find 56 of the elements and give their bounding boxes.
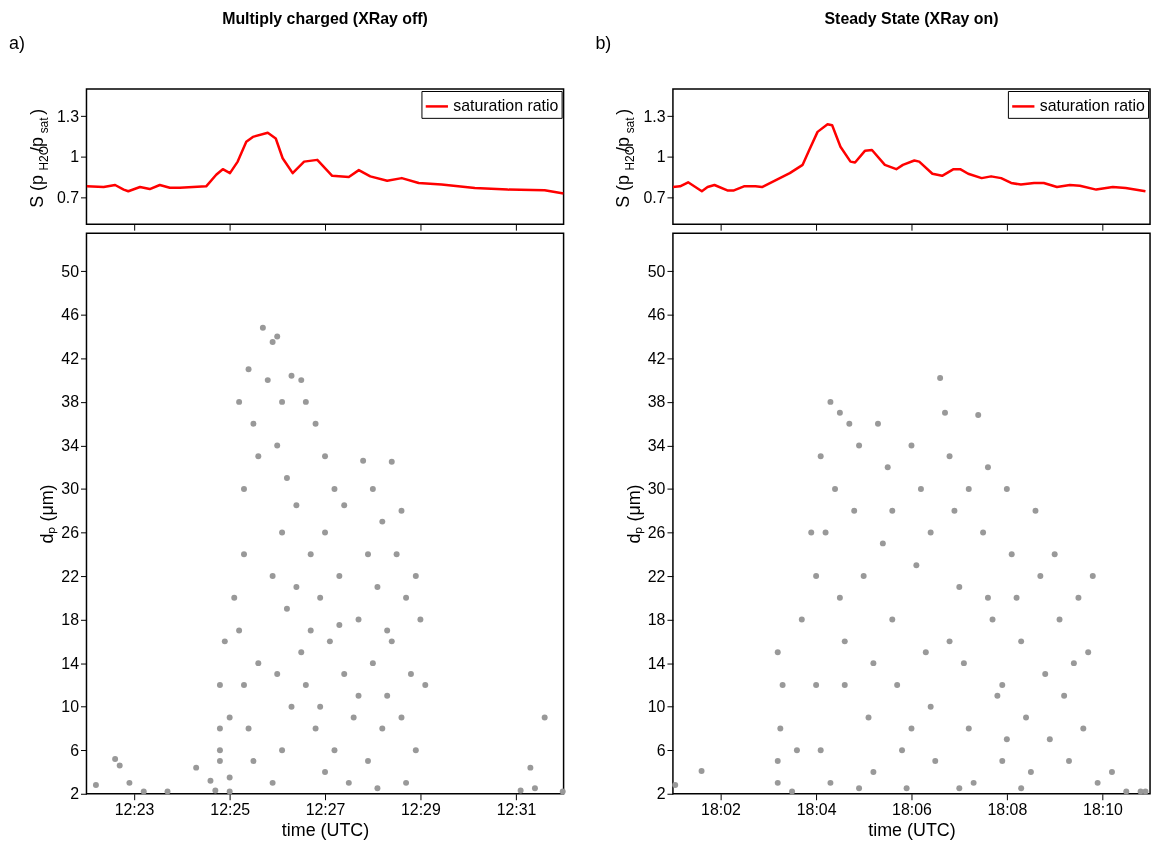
y-tick-label: 38	[647, 393, 666, 411]
y-tick-label: 30	[647, 480, 666, 498]
chart-title: Multiply charged (XRay off)	[222, 10, 428, 28]
text: b)	[595, 33, 612, 54]
y-tick-label: 22	[647, 567, 666, 585]
x-axis-title: time (UTC)	[281, 820, 370, 840]
x-tick-label: 12:23	[114, 801, 155, 819]
y-tick-label: 50	[61, 262, 80, 280]
y-tick-label: 30	[61, 480, 80, 498]
x-tick-label: 12:29	[401, 801, 441, 819]
y-tick-label: 0.7	[56, 188, 80, 206]
y-tick-label: 14	[647, 654, 666, 672]
y-axis-title: S (pH2O/psat)	[613, 108, 638, 208]
y-tick-label: 10	[647, 698, 666, 716]
y-tick-label: 46	[61, 306, 80, 324]
y-tick-label: 14	[61, 654, 80, 672]
chart-title: Steady State (XRay on)	[824, 10, 999, 28]
y-tick-label: 34	[61, 436, 80, 454]
y-tick-label: 1	[656, 148, 666, 166]
y-tick-label: 34	[647, 436, 666, 454]
y-tick-label: 46	[647, 306, 666, 324]
y-tick-label: 42	[647, 349, 666, 367]
y-tick-label: 1	[70, 148, 80, 166]
y-tick-label: 6	[656, 741, 666, 759]
x-tick-label: 18:02	[701, 801, 742, 819]
line-series	[86, 131, 564, 195]
x-tick-label: 18:10	[1083, 801, 1124, 819]
legend-label: saturation ratio	[1039, 97, 1145, 115]
y-tick-label: 10	[61, 698, 80, 716]
y-tick-label: 6	[70, 741, 80, 759]
x-tick-label: 12:27	[305, 801, 346, 819]
y-axis-title: dₚ (μm)	[623, 484, 645, 544]
text: a)	[8, 33, 25, 54]
y-tick-label: 26	[647, 523, 666, 541]
x-tick-label: 18:04	[796, 801, 837, 819]
legend-label: saturation ratio	[453, 97, 559, 115]
x-tick-label: 12:31	[496, 801, 537, 819]
y-tick-label: 1.3	[643, 107, 666, 125]
y-tick-label: 38	[61, 393, 80, 411]
y-tick-label: 42	[61, 349, 80, 367]
y-tick-label: 50	[647, 262, 666, 280]
line-series	[672, 123, 1147, 193]
y-tick-label: 2	[656, 785, 666, 803]
y-tick-label: 1.3	[56, 107, 80, 125]
x-tick-label: 12:25	[210, 801, 251, 819]
y-axis-title: dₚ (μm)	[37, 484, 59, 544]
x-tick-label: 18:06	[892, 801, 933, 819]
x-axis-title: time (UTC)	[868, 820, 956, 840]
y-tick-label: 26	[61, 523, 80, 541]
y-tick-label: 18	[647, 611, 666, 629]
y-tick-label: 22	[61, 567, 80, 585]
x-tick-label: 18:08	[987, 801, 1028, 819]
y-tick-label: 18	[61, 611, 80, 629]
y-axis-title: S (pH2O/psat)	[26, 108, 51, 208]
y-tick-label: 2	[70, 785, 80, 803]
y-tick-label: 0.7	[643, 188, 666, 206]
